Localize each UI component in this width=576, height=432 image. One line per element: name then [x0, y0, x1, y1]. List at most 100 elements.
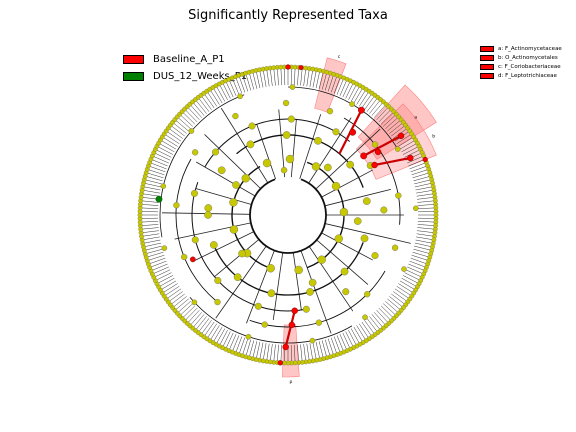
taxon-node: [246, 140, 255, 149]
clade-marker-label: p: [290, 380, 293, 385]
baseline-node: [190, 256, 196, 263]
taxon-node: [294, 265, 303, 275]
leaf-branch: [321, 72, 328, 90]
leaf-branch: [184, 108, 198, 123]
leaf-branch: [342, 332, 351, 350]
taxon-node: [346, 160, 355, 169]
leaf-branch: [203, 93, 215, 109]
taxon-node: [229, 198, 238, 207]
internal-branch: [215, 245, 267, 319]
leaf-branch: [255, 70, 261, 89]
leaf-branch: [380, 111, 395, 125]
leaf-branch: [215, 328, 226, 345]
leaf-branch: [189, 312, 202, 326]
taxon-node: [302, 305, 310, 313]
leaf-branch: [172, 122, 187, 134]
leaf-branch: [143, 182, 162, 188]
leaf-branch: [353, 326, 364, 343]
leaf-branch: [266, 68, 270, 87]
leaf-branch: [269, 68, 273, 86]
leaf-branch: [345, 331, 354, 348]
taxon-node: [308, 278, 317, 287]
taxon-node: [173, 202, 180, 209]
leaf-branch: [318, 341, 324, 359]
leaf-branch: [333, 76, 341, 94]
taxon-node: [334, 234, 343, 243]
taxon-node: [188, 128, 195, 134]
baseline-node: [397, 132, 405, 140]
internal-branch: [315, 128, 381, 190]
leaf-branch: [158, 277, 175, 288]
leaf-branch: [417, 224, 436, 226]
taxon-node: [362, 314, 368, 321]
leaf-branch: [174, 119, 189, 132]
leaf-branch: [187, 310, 200, 324]
leaf-branch: [231, 335, 240, 353]
significant-branch: [284, 310, 296, 348]
taxon-node: [309, 337, 316, 344]
significant-branch: [374, 156, 411, 167]
taxon-node: [315, 319, 323, 326]
taxon-node: [217, 166, 226, 175]
taxon-node: [191, 299, 198, 306]
leaf-branch: [330, 337, 338, 355]
taxon-node: [214, 276, 222, 284]
leaf-branch: [393, 291, 408, 303]
leaf-branch: [266, 343, 270, 362]
leaf-branch: [172, 296, 187, 308]
leaf-branch: [280, 344, 282, 363]
clade-label: c: F_Coriobacteriaceae: [498, 63, 561, 70]
clade-marker-label: a: [414, 116, 417, 121]
leaf-branch: [408, 158, 426, 167]
leaf-branch: [416, 193, 435, 197]
legend-label: Baseline_A_P1: [153, 53, 225, 65]
leaf-branch: [259, 342, 264, 361]
taxon-node: [190, 189, 198, 197]
baseline-node: [358, 106, 365, 114]
leaf-branch: [150, 158, 168, 167]
leaf-branch: [399, 280, 416, 291]
leaf-branch: [153, 269, 171, 278]
internal-branch: [204, 134, 261, 189]
leaf-branch: [396, 286, 412, 297]
leaf-branch: [280, 67, 282, 86]
leaf-branch: [177, 301, 191, 314]
internal-branch: [272, 252, 284, 321]
leaf-branch: [350, 328, 361, 345]
leaf-branch: [356, 89, 367, 105]
leaf-branch: [414, 182, 433, 188]
leaf-branch: [252, 71, 258, 89]
leaf-branch: [228, 79, 237, 96]
leaf-branch: [369, 316, 381, 331]
leaf-branch: [155, 149, 172, 158]
leaf-branch: [369, 99, 381, 114]
taxon-node: [204, 211, 212, 219]
leaf-branch: [413, 248, 431, 255]
baseline-node: [422, 156, 428, 163]
leaf-branch: [410, 165, 428, 173]
leaf-branch: [417, 230, 435, 234]
leaf-branch: [389, 122, 404, 134]
leaf-branch: [336, 77, 345, 95]
leaf-branch: [149, 260, 167, 268]
taxon-node: [161, 245, 168, 251]
leaf-branch: [330, 75, 338, 93]
leaf-branch: [195, 316, 207, 331]
leaf-branch: [141, 230, 159, 234]
leaf-branch: [225, 80, 234, 98]
leaf-branch: [405, 269, 423, 278]
leaf-branch: [312, 69, 317, 88]
leaf-branch: [248, 340, 255, 358]
clade-highlight-a: [357, 84, 437, 160]
internal-branch: [278, 109, 286, 178]
leaf-branch: [408, 263, 426, 272]
leaf-branch: [383, 303, 397, 316]
internal-branch: [256, 124, 277, 180]
leaf-branch: [415, 186, 434, 191]
leaf-branch: [212, 326, 223, 343]
taxon-node: [245, 333, 252, 340]
leaf-branch: [318, 71, 324, 89]
leaf-branch: [150, 263, 168, 272]
internal-branch: [321, 232, 373, 261]
leaf-branch: [376, 106, 389, 120]
